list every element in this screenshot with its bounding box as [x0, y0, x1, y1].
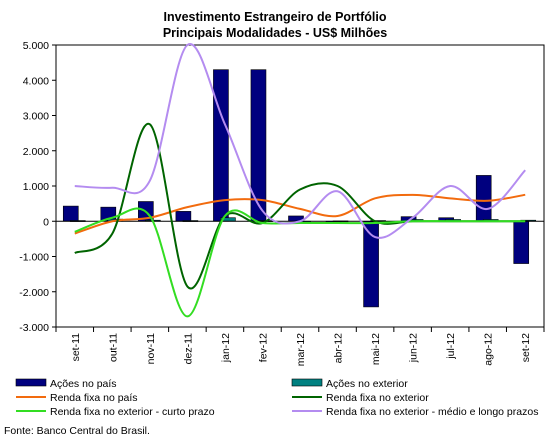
x-tick-label: jun-12 [408, 333, 420, 363]
x-tick-label: set-12 [520, 333, 532, 362]
legend-label: Ações no exterior [326, 378, 408, 390]
chart-title-line1: Investimento Estrangeiro de Portfólio [164, 10, 387, 24]
x-tick-label: nov-11 [145, 333, 157, 364]
y-tick-label: 5.000 [23, 40, 49, 52]
x-tick-label: dez-11 [182, 333, 194, 364]
y-tick-label: 1.000 [23, 181, 49, 193]
legend-label: Renda fixa no exterior - médio e longo p… [326, 406, 538, 418]
plot-area: 5.000 4.000 3.000 2.000 1.000 0 -1.000 -2.000 -3… [19, 40, 545, 366]
x-tick-label: mai-12 [370, 333, 382, 365]
y-tick-label: -3.000 [19, 322, 49, 334]
y-tick-label: 2.000 [23, 146, 49, 158]
x-tick-label: mar-12 [295, 333, 307, 366]
x-tick-label: ago-12 [483, 333, 495, 366]
legend-swatch [291, 378, 323, 387]
legend-swatch [15, 378, 47, 387]
y-tick-label: -2.000 [19, 287, 49, 299]
y-tick-label: 0 [43, 216, 49, 228]
y-axis: 5.000 4.000 3.000 2.000 1.000 0 -1.000 -2.000 -3… [19, 40, 56, 334]
x-tick-label: jan-12 [220, 333, 232, 363]
y-tick-label: 4.000 [23, 75, 49, 87]
series-line [74, 207, 526, 318]
y-tick-label: -1.000 [19, 252, 49, 264]
x-tick-label: abr-12 [333, 333, 345, 364]
x-tick-label: out-11 [107, 333, 119, 362]
legend-label: Ações no país [50, 378, 117, 390]
chart-title-line2: Principais Modalidades - US$ Milhões [163, 26, 387, 40]
bar [213, 69, 229, 222]
legend-label: Renda fixa no exterior [326, 392, 429, 404]
legend: Ações no país Ações no exterior Renda fixa… [15, 378, 538, 418]
lines-layer [74, 43, 526, 318]
bar [175, 211, 192, 222]
x-tick-label: set-11 [70, 333, 82, 362]
series-line [74, 43, 526, 239]
x-axis: set-11 out-11 nov-11 dez-11 jan-12 fev-12 mar-… [55, 327, 545, 366]
plot-border [55, 44, 545, 328]
x-tick-label: jul-12 [445, 333, 457, 360]
bars-layer [62, 69, 537, 308]
x-tick-label: fev-12 [257, 333, 269, 362]
bar [475, 175, 492, 222]
source-note: Fonte: Banco Central do Brasil. [4, 425, 150, 437]
y-tick-label: 3.000 [23, 111, 49, 123]
legend-label: Renda fixa no exterior - curto prazo [50, 406, 215, 418]
bar [62, 205, 79, 222]
bar [513, 220, 530, 264]
legend-label: Renda fixa no país [50, 392, 138, 404]
